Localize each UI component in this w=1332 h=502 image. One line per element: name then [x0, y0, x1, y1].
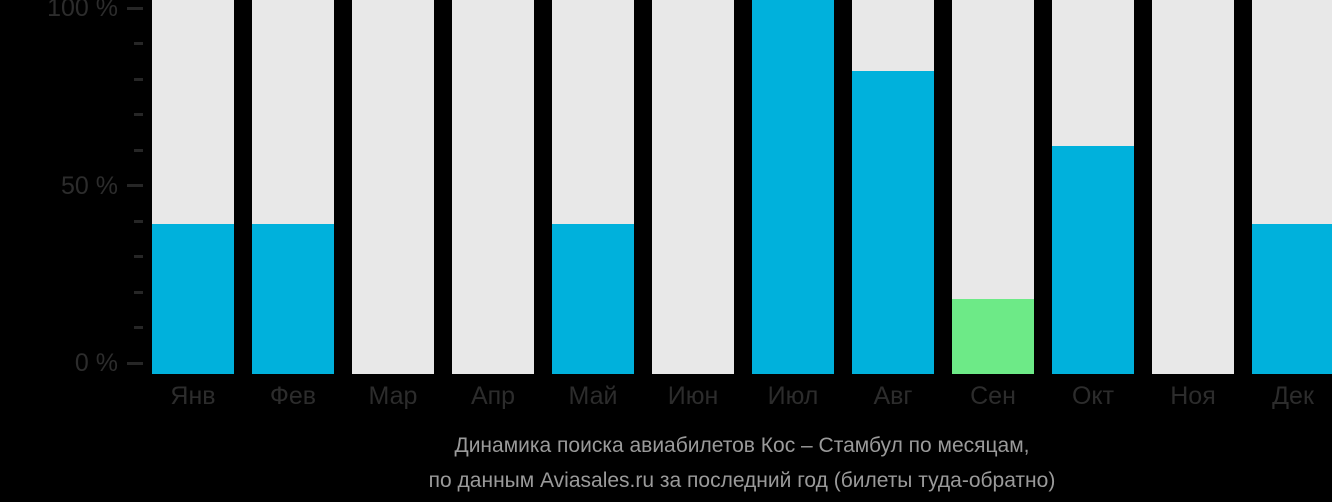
month-label-Апр: Апр: [470, 382, 516, 410]
bar-fill-Окт: [1052, 145, 1134, 374]
y-axis-tick-50: [127, 184, 143, 187]
y-axis-tick-70: [134, 113, 143, 116]
bar-track-Сен: [952, 0, 1034, 374]
bar-fill-Сен: [952, 299, 1034, 374]
y-axis-label-100: 100 %: [47, 0, 118, 22]
month-label-Янв: Янв: [170, 382, 216, 410]
y-axis-tick-60: [134, 148, 143, 152]
bar-fill-Май: [552, 224, 634, 374]
bar-track-Ноя: [1152, 0, 1234, 374]
bar-track-Июл: [752, 0, 834, 374]
bar-fill-Янв: [152, 224, 234, 374]
bar-track-Дек: [1252, 0, 1332, 374]
y-axis-tick-10: [134, 326, 143, 329]
bar-fill-Июл: [752, 0, 834, 374]
y-axis-tick-30: [134, 255, 143, 258]
month-label-Фев: Фев: [269, 382, 317, 410]
month-label-Июн: Июн: [667, 382, 719, 410]
caption-line-2: по данным Aviasales.ru за последний год …: [428, 469, 1056, 492]
month-label-Ноя: Ноя: [1170, 382, 1216, 410]
bar-track-Июн: [652, 0, 734, 374]
bar-fill-Авг: [852, 71, 934, 374]
bar-track-Янв: [152, 0, 234, 374]
y-axis-label-0: 0 %: [74, 349, 118, 377]
month-label-Мар: Мар: [368, 382, 418, 410]
month-label-Окт: Окт: [1071, 382, 1115, 410]
plot-area: 0 % 50 % 100 % Янв Фев Мар Апр Май Июн Июл Авг Сен О…: [47, 0, 1332, 410]
month-label-Сен: Сен: [970, 382, 1016, 410]
y-axis-tick-100: [127, 6, 143, 10]
y-axis-tick-40: [134, 219, 143, 223]
y-axis-tick-80: [134, 77, 143, 81]
caption-line-1: Динамика поиска авиабилетов Кос – Стамбу…: [454, 434, 1030, 457]
bar-fill-Дек: [1252, 224, 1332, 374]
y-axis-tick-0: [127, 361, 143, 365]
month-label-Май: Май: [568, 382, 618, 410]
chart-caption: Динамика поиска авиабилетов Кос – Стамбу…: [152, 428, 1332, 498]
month-label-Авг: Авг: [873, 382, 913, 410]
bar-track-Авг: [852, 0, 934, 374]
bar-track-Апр: [452, 0, 534, 374]
bar-track-Май: [552, 0, 634, 374]
bar-track-Фев: [252, 0, 334, 374]
y-axis-tick-90: [134, 42, 143, 45]
bar-track-Мар: [352, 0, 434, 374]
y-axis-label-50: 50 %: [61, 171, 118, 200]
month-label-Июл: Июл: [767, 382, 819, 410]
y-axis-tick-20: [134, 290, 143, 294]
month-label-Дек: Дек: [1272, 382, 1314, 410]
bar-track-Окт: [1052, 0, 1134, 374]
bar-fill-Фев: [252, 224, 334, 374]
